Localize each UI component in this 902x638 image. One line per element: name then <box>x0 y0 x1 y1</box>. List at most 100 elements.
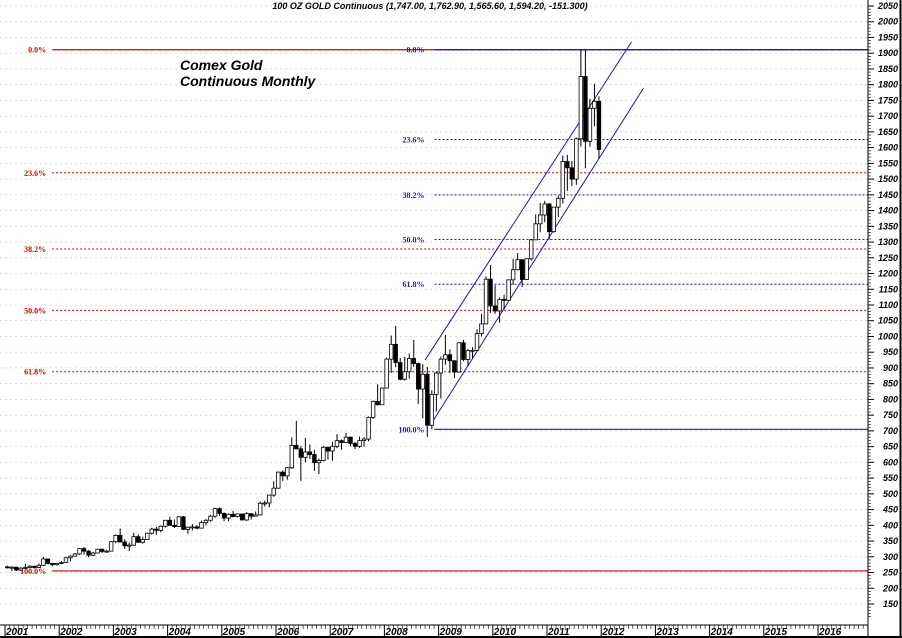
candle <box>325 446 331 460</box>
candle <box>244 512 249 521</box>
red-fib-label: 50.0% <box>24 306 46 315</box>
y-tick-label: 850 <box>883 379 898 389</box>
candle-body-down <box>32 565 37 568</box>
candle <box>127 542 132 551</box>
candle-body-down <box>565 161 570 169</box>
candle <box>519 259 525 288</box>
candle <box>547 203 552 240</box>
candle-body-down <box>50 562 55 566</box>
candle-body-up <box>402 371 407 380</box>
candle <box>393 326 398 368</box>
candle <box>452 360 457 379</box>
candle <box>524 258 529 281</box>
candle <box>583 49 588 169</box>
candle <box>217 507 222 516</box>
candle <box>226 513 231 522</box>
candle-body-up <box>574 138 579 180</box>
candle-body-up <box>158 525 164 531</box>
y-tick-label: 800 <box>883 394 898 404</box>
candle <box>307 444 313 459</box>
candle-body-up <box>465 350 471 360</box>
y-tick-label: 300 <box>883 552 898 562</box>
candle-body-up <box>379 387 385 406</box>
candle-body-down <box>583 76 588 142</box>
candle <box>569 160 575 187</box>
candle <box>41 556 46 566</box>
candle <box>398 357 403 381</box>
candle-body-down <box>122 541 127 547</box>
candle-body-down <box>45 558 51 564</box>
candle-body-up <box>556 197 561 208</box>
candle <box>587 98 593 147</box>
candle <box>434 371 439 412</box>
candle <box>510 258 516 285</box>
red-fib-label: 100.0% <box>20 567 46 576</box>
candle <box>375 384 380 406</box>
candle <box>425 367 430 437</box>
candle <box>447 349 453 374</box>
candle-body-up <box>434 372 439 395</box>
candle <box>50 562 55 567</box>
candle-body-down <box>167 519 173 526</box>
candle <box>145 532 150 540</box>
x-tick-label: 2001 <box>5 627 29 638</box>
candle <box>235 513 240 518</box>
candle-body-down <box>181 516 186 530</box>
x-tick-label: 2008 <box>384 627 408 638</box>
candle-body-up <box>176 516 182 527</box>
bottom-border <box>0 636 902 638</box>
candle-body-down <box>298 448 304 458</box>
candle-body-up <box>127 544 132 547</box>
candle <box>72 553 78 557</box>
red-fib-label: 38.2% <box>24 245 46 254</box>
candle-body-up <box>208 515 213 521</box>
blue-fib-label: 100.0% <box>398 425 424 434</box>
candle-body-up <box>587 107 593 142</box>
candle <box>68 555 73 562</box>
candle <box>221 512 227 522</box>
candle <box>45 558 51 565</box>
candle-body-up <box>145 532 150 540</box>
candle-body-up <box>592 100 597 109</box>
candle-body-down <box>172 524 177 527</box>
y-tick-label: 2050 <box>877 1 898 11</box>
y-tick-label: 1000 <box>878 331 898 341</box>
candle <box>370 400 376 419</box>
y-tick-label: 700 <box>883 426 898 436</box>
candle <box>77 547 82 555</box>
candle-body-down <box>280 471 285 477</box>
candle <box>18 567 24 571</box>
candle <box>528 239 534 261</box>
candle-body-up <box>470 349 475 352</box>
candle-body-up <box>316 460 322 464</box>
y-tick-label: 400 <box>882 520 898 530</box>
candle-body-up <box>95 548 100 554</box>
candle <box>194 525 200 530</box>
candle-body-down <box>452 360 457 373</box>
candle-body-down <box>307 451 313 455</box>
candle <box>271 481 276 497</box>
candle-body-down <box>375 400 380 406</box>
candle-body-up <box>59 562 64 564</box>
red-fib-label: 23.6% <box>24 169 46 178</box>
candle-body-up <box>77 548 82 555</box>
candle <box>515 253 520 271</box>
candle <box>321 446 326 462</box>
candle-body-down <box>99 548 105 552</box>
candle-body-down <box>86 550 91 556</box>
candle-body-up <box>357 440 362 447</box>
y-tick-label: 1150 <box>879 284 898 294</box>
candle-body-down <box>5 566 10 569</box>
candle <box>411 339 416 368</box>
candle <box>456 342 462 373</box>
candle-body-up <box>542 203 547 216</box>
blue-fib-label: 38.2% <box>402 191 424 200</box>
candle <box>556 195 561 217</box>
candlesticks <box>5 49 602 571</box>
candle <box>167 516 173 526</box>
candle-body-down <box>154 528 159 531</box>
candle <box>86 550 91 558</box>
candle <box>203 519 209 526</box>
